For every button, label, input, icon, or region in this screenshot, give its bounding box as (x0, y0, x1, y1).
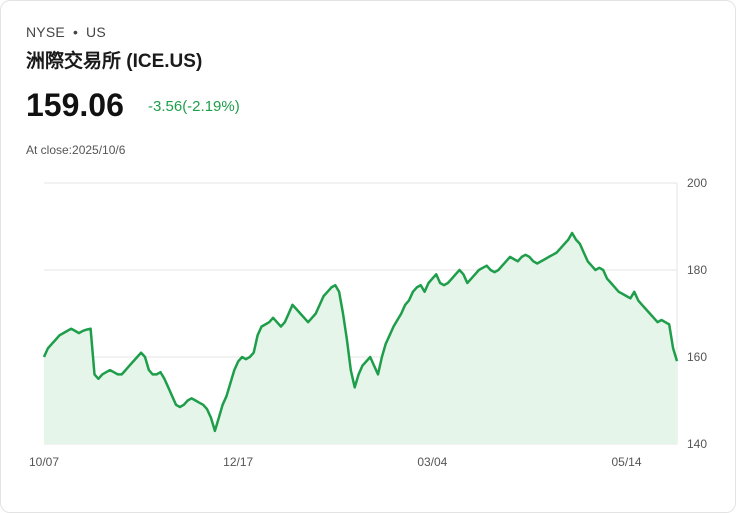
y-tick-label: 180 (687, 263, 707, 277)
stock-title: 洲際交易所 (ICE.US) (26, 51, 203, 72)
y-tick-label: 200 (687, 176, 707, 190)
separator-dot: • (72, 24, 79, 40)
x-tick-label: 05/14 (612, 455, 642, 469)
close-date: At close:2025/10/6 (26, 143, 126, 157)
x-tick-label: 03/04 (417, 455, 447, 469)
exchange-line: NYSE • US (26, 24, 106, 40)
y-tick-label: 140 (687, 437, 707, 451)
price-change: -3.56(-2.19%) (148, 98, 240, 115)
x-tick-label: 10/07 (29, 455, 59, 469)
price-area-fill (44, 233, 677, 444)
y-tick-label: 160 (687, 350, 707, 364)
price-line[interactable] (42, 231, 679, 433)
market-name: US (86, 24, 106, 40)
stock-price: 159.06 (26, 87, 124, 123)
y-axis-ticks: 200 180 160 140 (687, 176, 707, 451)
exchange-name: NYSE (26, 24, 65, 40)
x-tick-label: 12/17 (223, 455, 253, 469)
